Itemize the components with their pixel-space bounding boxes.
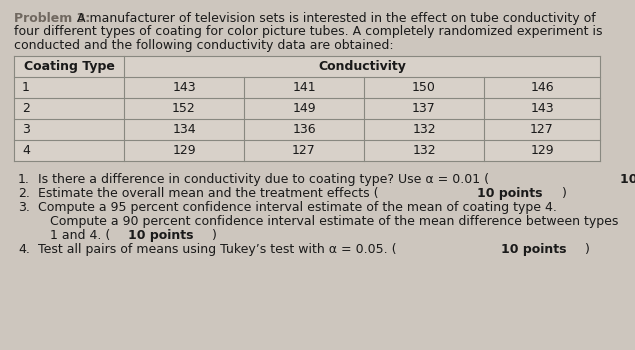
Text: 10 points: 10 points <box>478 187 543 200</box>
Text: 1: 1 <box>22 81 30 94</box>
Text: A manufacturer of television sets is interested in the effect on tube conductivi: A manufacturer of television sets is int… <box>77 12 596 25</box>
Text: 4: 4 <box>22 144 30 157</box>
Text: Test all pairs of means using Tukey’s test with α = 0.05. (: Test all pairs of means using Tukey’s te… <box>38 243 396 256</box>
Text: 152: 152 <box>172 102 196 115</box>
Text: conducted and the following conductivity data are obtained:: conducted and the following conductivity… <box>14 39 394 52</box>
Text: 137: 137 <box>412 102 436 115</box>
Text: 2: 2 <box>22 102 30 115</box>
Text: Coating Type: Coating Type <box>23 60 114 73</box>
Text: 2.: 2. <box>18 187 30 200</box>
Text: 143: 143 <box>172 81 196 94</box>
Text: 127: 127 <box>530 123 554 136</box>
Text: Conductivity: Conductivity <box>318 60 406 73</box>
Text: 10 points: 10 points <box>128 229 193 242</box>
Text: 146: 146 <box>530 81 554 94</box>
Text: 136: 136 <box>292 123 316 136</box>
Text: 149: 149 <box>292 102 316 115</box>
Text: 3: 3 <box>22 123 30 136</box>
Text: Compute a 90 percent confidence interval estimate of the mean difference between: Compute a 90 percent confidence interval… <box>50 215 618 228</box>
Text: Problem 3:: Problem 3: <box>14 12 90 25</box>
Text: 1 and 4. (: 1 and 4. ( <box>50 229 110 242</box>
Text: Compute a 95 percent confidence interval estimate of the mean of coating type 4.: Compute a 95 percent confidence interval… <box>38 201 557 214</box>
Text: 10 points: 10 points <box>620 173 635 186</box>
Text: four different types of coating for color picture tubes. A completely randomized: four different types of coating for colo… <box>14 26 603 38</box>
Text: Is there a difference in conductivity due to coating type? Use α = 0.01 (: Is there a difference in conductivity du… <box>38 173 489 186</box>
Text: 129: 129 <box>530 144 554 157</box>
Text: 129: 129 <box>172 144 196 157</box>
Text: 4.: 4. <box>18 243 30 256</box>
Text: 150: 150 <box>412 81 436 94</box>
Text: 132: 132 <box>412 144 436 157</box>
Text: 134: 134 <box>172 123 196 136</box>
Text: 1.: 1. <box>18 173 30 186</box>
Text: 10 points: 10 points <box>500 243 566 256</box>
Bar <box>14 56 600 161</box>
Text: 143: 143 <box>530 102 554 115</box>
Text: ): ) <box>562 187 567 200</box>
Text: ): ) <box>585 243 590 256</box>
Text: 3.: 3. <box>18 201 30 214</box>
Text: 141: 141 <box>292 81 316 94</box>
Text: Estimate the overall mean and the treatment effects (: Estimate the overall mean and the treatm… <box>38 187 378 200</box>
Text: 127: 127 <box>292 144 316 157</box>
Text: 132: 132 <box>412 123 436 136</box>
Text: ): ) <box>212 229 217 242</box>
